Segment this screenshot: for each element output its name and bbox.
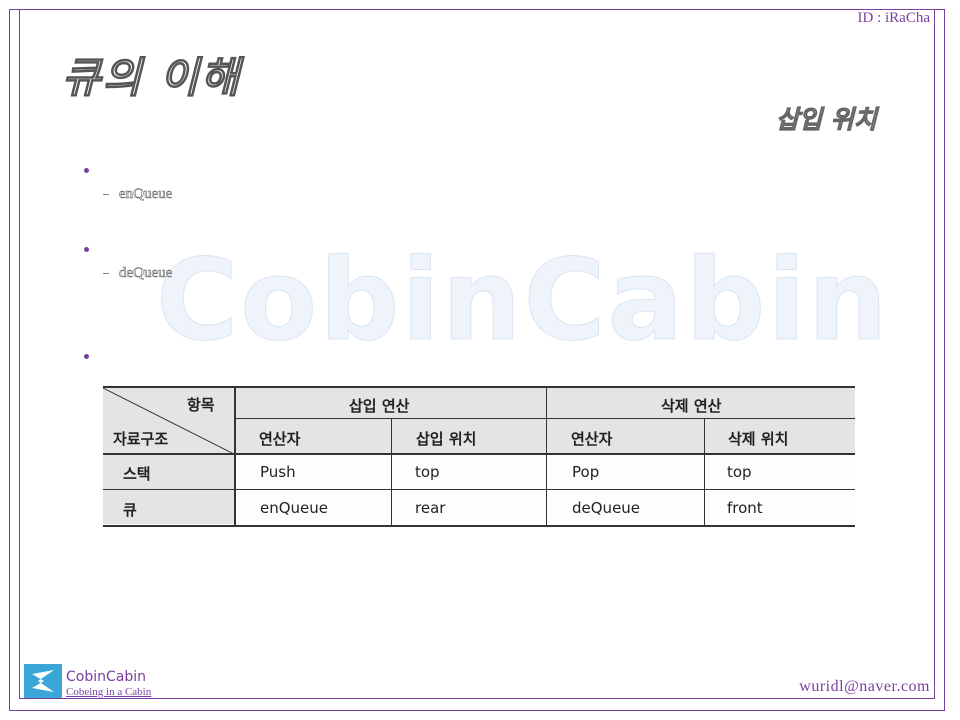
column-header: 연산자 [259,430,301,448]
slide-outer-frame [9,9,945,711]
slide-subtitle: 삽입 위치 [776,105,878,135]
sub-item-dequeue: deQueue [103,265,173,282]
row-label-queue: 큐 [123,501,137,519]
table-header-band [103,388,855,454]
footer-brand: CobinCabin [66,669,146,685]
cobincabin-logo-icon [24,664,62,698]
column-header: 연산자 [571,430,613,448]
sub-dash [103,194,109,196]
table-cell: front [727,499,763,517]
corner-bottom-label: 자료구조 [113,430,169,448]
table-row-divider [103,489,855,490]
author-id: ID : iRaCha [857,10,931,26]
table-cell: rear [415,499,446,517]
table-top-border [103,386,855,388]
slide-inner-frame [19,9,935,699]
operations-table: 항목 자료구조 삽입 연산 삭제 연산 연산자 삽입 위치 연산자 삭제 위치 … [103,386,855,527]
group-header-delete: 삭제 연산 [661,397,722,415]
table-col-divider [704,419,705,525]
corner-diagonal-line [103,388,234,454]
watermark-text: CobinCabin [156,236,890,367]
column-header: 삽입 위치 [416,430,477,448]
table-cell: top [415,463,440,481]
sub-dash [103,273,109,275]
column-header: 삭제 위치 [728,430,789,448]
bullet-marker-3 [84,354,89,359]
table-cell: Pop [572,463,600,481]
sub-item-label: deQueue [119,265,173,282]
table-col-divider [234,388,236,525]
table-cell: top [727,463,752,481]
table-cell: deQueue [572,499,641,517]
slide-title: 큐의 이해 [61,52,242,102]
footer-email: wuridl@naver.com [799,678,930,695]
table-header-bottom-border [103,453,855,455]
sub-item-label: enQueue [119,186,173,203]
table-cell: enQueue [260,499,329,517]
bullet-marker-1 [84,168,89,173]
group-header-insert: 삽입 연산 [349,397,410,415]
table-cell: Push [260,463,296,481]
footer-tagline: Cobeing in a Cabin [66,686,152,698]
bullet-marker-2 [84,247,89,252]
table-group-divider [234,418,855,419]
table-bottom-border [103,525,855,527]
row-label-stack: 스택 [123,465,151,483]
table-col-divider [546,388,547,525]
corner-top-label: 항목 [187,396,215,414]
table-col-divider [391,419,392,525]
sub-item-enqueue: enQueue [103,186,173,203]
